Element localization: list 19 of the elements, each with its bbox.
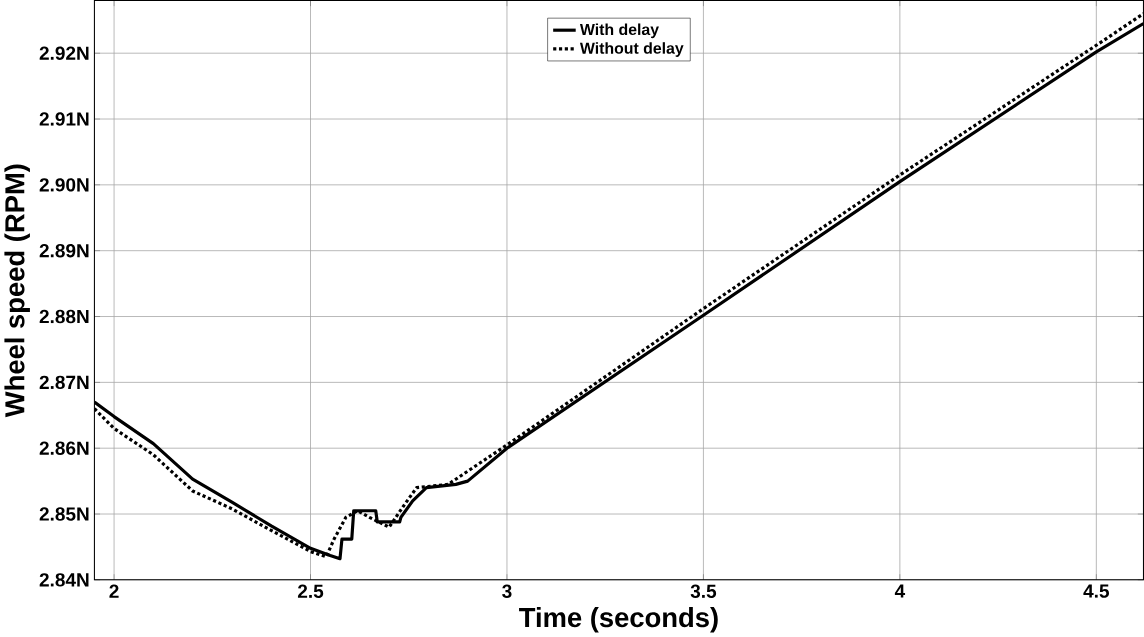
x-tick-label: 3 [502, 584, 512, 599]
y-tick-label: 2.91N [39, 112, 89, 126]
y-tick-label: 2.89N [39, 243, 89, 258]
legend-label: With delay [579, 23, 659, 39]
x-tick-label: 3.5 [690, 584, 717, 599]
x-tick-label: 2.5 [297, 584, 324, 598]
y-tick-label: 2.84N [39, 573, 89, 587]
y-tick-label: 2.88N [39, 309, 89, 324]
x-tick-label: 4 [894, 584, 906, 598]
y-tick-label: 2.87N [39, 375, 89, 390]
x-axis-title: Time (seconds) [519, 607, 718, 633]
y-tick-label: 2.90N [39, 178, 89, 192]
y-tick-label: 2.92N [39, 46, 89, 60]
legend-label: Without delay [579, 42, 684, 57]
x-tick-label: 2 [109, 584, 119, 598]
y-tick-label: 2.85N [39, 507, 89, 521]
x-tick-label: 4.5 [1083, 584, 1110, 598]
y-axis-title: Wheel speed (RPM) [4, 164, 30, 418]
y-tick-label: 2.86N [39, 441, 89, 455]
